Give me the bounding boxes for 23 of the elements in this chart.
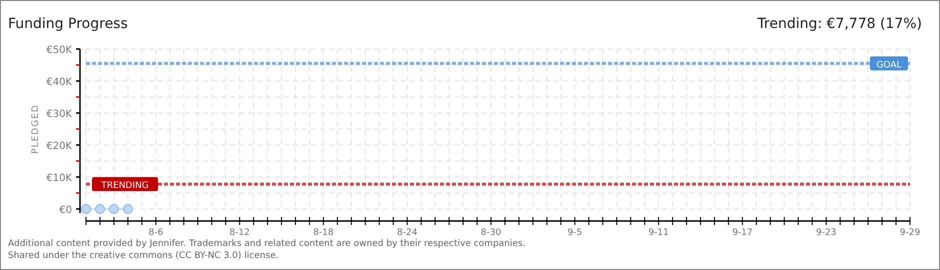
y-tick-label: €50K bbox=[46, 45, 72, 56]
x-tick-label: 9-11 bbox=[648, 228, 669, 238]
x-tick-label: 8-12 bbox=[229, 228, 250, 238]
y-tick-label: €10K bbox=[46, 173, 72, 184]
text: Shared under the creative commons (CC BY-NC 3.0) license. bbox=[8, 251, 279, 261]
x-tick-label: 8-6 bbox=[148, 228, 164, 238]
y-tick-label: €30K bbox=[46, 109, 72, 120]
chart-title: Funding Progress bbox=[8, 16, 128, 32]
y-tick-label: €40K bbox=[46, 77, 72, 88]
y-axis-title: PLEDGED bbox=[31, 104, 41, 154]
chart-subtitle: Trending: €7,778 (17%) bbox=[756, 16, 922, 32]
text: Additional content provided by Jennifer. Trademarks and related content are owned by their respective companies. bbox=[8, 239, 526, 249]
y-tick-label: €0 bbox=[59, 205, 72, 216]
ref-line-label: TRENDING bbox=[100, 181, 149, 192]
ref-line-label: GOAL bbox=[876, 60, 902, 70]
x-tick-label: 8-18 bbox=[313, 228, 334, 238]
x-tick-label: 8-24 bbox=[397, 228, 418, 238]
y-tick-label: €20K bbox=[46, 141, 72, 152]
x-tick-label: 9-29 bbox=[900, 228, 920, 238]
x-tick-label: 9-5 bbox=[567, 228, 582, 238]
x-tick-label: 9-17 bbox=[732, 228, 753, 238]
x-tick-label: 8-30 bbox=[480, 228, 502, 238]
x-tick-label: 9-23 bbox=[816, 228, 836, 238]
